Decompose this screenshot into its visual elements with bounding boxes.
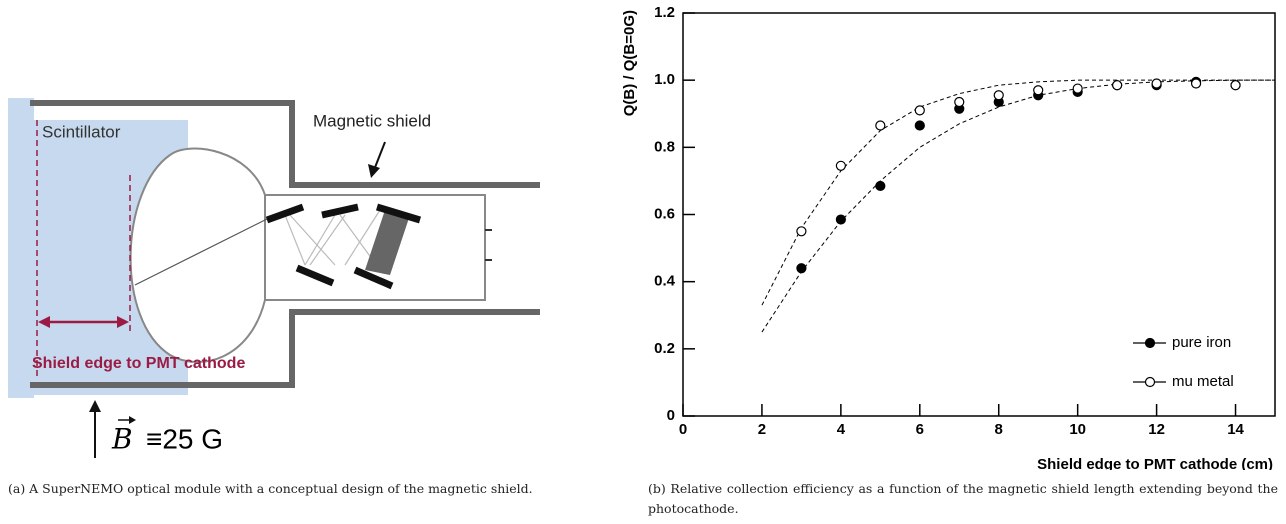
legend-marker (1144, 376, 1156, 388)
x-tick-label: 10 (1069, 421, 1086, 438)
pmt-bulb (129, 147, 266, 363)
point (914, 120, 925, 131)
x-tick-label: 14 (1227, 421, 1244, 438)
figure: Scintillator Magnetic shield Shield edge… (8, 4, 1276, 470)
scintillator-edge (8, 98, 34, 398)
legend-label: mu metal (1172, 373, 1234, 390)
arrow-head (368, 164, 380, 178)
point (954, 96, 965, 108)
point (1112, 80, 1123, 91)
point (796, 226, 807, 237)
field-symbol: B (111, 423, 133, 456)
dynodes (265, 203, 422, 290)
x-tick-label: 8 (995, 421, 1003, 438)
anode (365, 210, 410, 275)
shield-pointer (373, 141, 386, 171)
distance-label: Shield edge to PMT cathode (32, 355, 245, 372)
caption-b: (b) Relative collection efficiency as a … (648, 481, 1278, 516)
point (914, 105, 925, 116)
point (1230, 80, 1241, 91)
point (1151, 78, 1162, 89)
arrow-head (89, 400, 101, 412)
x-tick-label: 6 (916, 421, 924, 438)
field-value: ≡25 G (146, 423, 223, 454)
x-tick-label: 12 (1148, 421, 1165, 438)
arrow-head (117, 316, 129, 328)
point (796, 263, 807, 274)
fit-curve (761, 79, 1275, 306)
legend-label: pure iron (1172, 334, 1231, 351)
cascade (284, 209, 381, 271)
point (875, 120, 886, 131)
fit-curve (761, 79, 1275, 333)
diagram: Scintillator Magnetic shield Shield edge… (8, 98, 540, 458)
x-axis-title: Shield edge to PMT cathode (cm) (1037, 456, 1273, 470)
point (993, 90, 1004, 101)
point (1072, 83, 1083, 94)
y-tick-label: 0 (667, 407, 675, 424)
y-tick-label: 0.6 (654, 205, 675, 222)
caption-a: (a) A SuperNEMO optical module with a co… (8, 481, 533, 496)
legend-marker (1144, 337, 1156, 349)
point (1190, 78, 1202, 89)
point (835, 160, 846, 171)
y-tick-label: 0.4 (654, 273, 676, 290)
y-axis-title: Q(B) / Q(B=0G) (621, 10, 638, 116)
y-tick-label: 1.0 (654, 71, 675, 88)
y-tick-label: 0.8 (654, 138, 675, 155)
y-tick-label: 0.2 (654, 340, 675, 357)
shield (30, 100, 540, 388)
point (1033, 85, 1044, 96)
x-tick-label: 0 (679, 421, 687, 438)
x-tick-label: 4 (837, 421, 846, 438)
y-tick-label: 1.2 (654, 4, 675, 21)
electron-path (134, 214, 276, 286)
arrow-head (129, 416, 136, 424)
x-tick-label: 2 (758, 421, 766, 438)
scintillator-label: Scintillator (42, 122, 121, 141)
point (835, 214, 846, 225)
chart: 0 0.2 0.4 0.6 0.8 1.0 1.2 0 2 4 6 8 10 12 14 Shield edg… (621, 4, 1276, 470)
plot-frame (682, 12, 1276, 417)
arrow-head (38, 316, 50, 328)
shield-label: Magnetic shield (313, 111, 431, 130)
point (875, 180, 886, 192)
